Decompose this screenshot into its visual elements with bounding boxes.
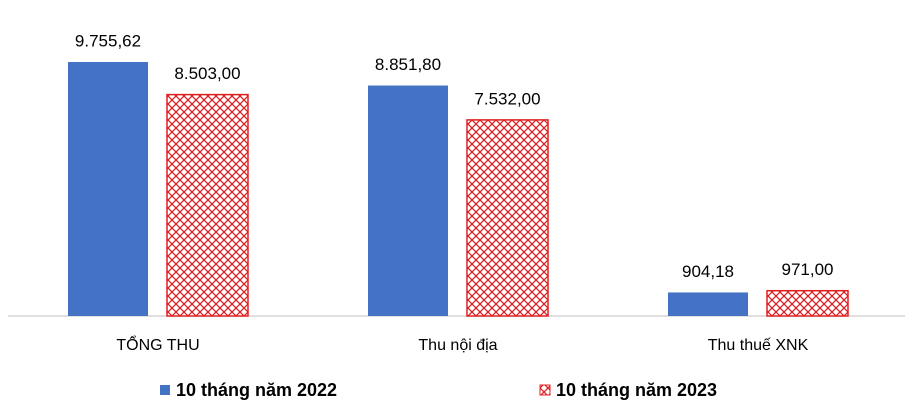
x-tick-label: TỔNG THU	[116, 335, 199, 354]
bar	[466, 119, 549, 317]
bar	[368, 85, 448, 316]
data-label: 9.755,62	[75, 31, 141, 50]
legend-swatch	[160, 385, 170, 395]
data-label: 8.503,00	[174, 64, 240, 83]
data-label: 7.532,00	[474, 89, 540, 108]
data-label: 904,18	[682, 262, 734, 281]
x-tick-label: Thu nội địa	[418, 337, 497, 354]
bar	[68, 62, 148, 316]
bar	[166, 93, 249, 317]
bar	[668, 292, 748, 316]
data-label: 971,00	[782, 260, 834, 279]
legend-label: 10 tháng năm 2022	[176, 380, 337, 400]
legend-swatch	[539, 384, 551, 396]
data-label: 8.851,80	[375, 55, 441, 74]
legend-label: 10 tháng năm 2023	[556, 380, 717, 400]
bar	[766, 289, 849, 317]
x-tick-label: Thu thuế XNK	[708, 337, 809, 354]
